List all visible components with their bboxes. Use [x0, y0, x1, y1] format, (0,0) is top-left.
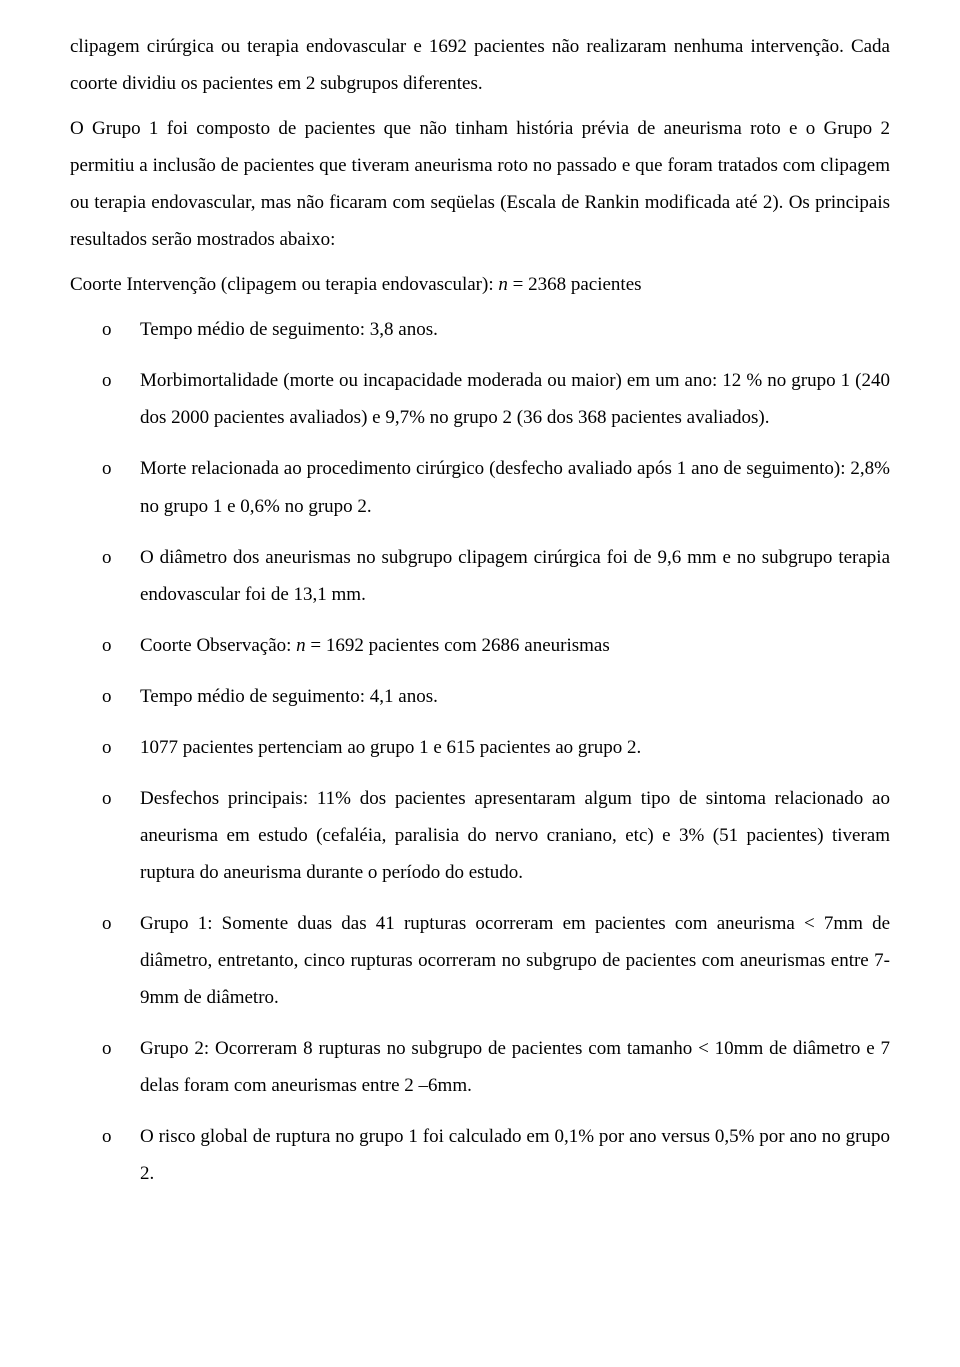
- list-item: Morbimortalidade (morte ou incapacidade …: [70, 362, 890, 436]
- n-symbol: n: [498, 274, 508, 295]
- intro-paragraph-2: O Grupo 1 foi composto de pacientes que …: [70, 110, 890, 258]
- cohort-post: = 2368 pacientes: [508, 274, 642, 295]
- result-list: Tempo médio de seguimento: 3,8 anos. Mor…: [70, 311, 890, 1192]
- observation-pre: Coorte Observação:: [140, 635, 296, 656]
- observation-post: = 1692 pacientes com 2686 aneurismas: [306, 635, 610, 656]
- cohort-pre: Coorte Intervenção (clipagem ou terapia …: [70, 274, 498, 295]
- list-item: Tempo médio de seguimento: 3,8 anos.: [70, 311, 890, 348]
- list-item: 1077 pacientes pertenciam ao grupo 1 e 6…: [70, 729, 890, 766]
- list-item: O diâmetro dos aneurismas no subgrupo cl…: [70, 539, 890, 613]
- list-item: Morte relacionada ao procedimento cirúrg…: [70, 450, 890, 524]
- list-item: Grupo 1: Somente duas das 41 rupturas oc…: [70, 905, 890, 1016]
- intro-paragraph-1: clipagem cirúrgica ou terapia endovascul…: [70, 28, 890, 102]
- list-item: O risco global de ruptura no grupo 1 foi…: [70, 1118, 890, 1192]
- n-symbol: n: [296, 635, 306, 656]
- list-item: Coorte Observação: n = 1692 pacientes co…: [70, 627, 890, 664]
- list-item: Tempo médio de seguimento: 4,1 anos.: [70, 678, 890, 715]
- cohort-intervention-header: Coorte Intervenção (clipagem ou terapia …: [70, 266, 890, 303]
- list-item: Desfechos principais: 11% dos pacientes …: [70, 780, 890, 891]
- list-item: Grupo 2: Ocorreram 8 rupturas no subgrup…: [70, 1030, 890, 1104]
